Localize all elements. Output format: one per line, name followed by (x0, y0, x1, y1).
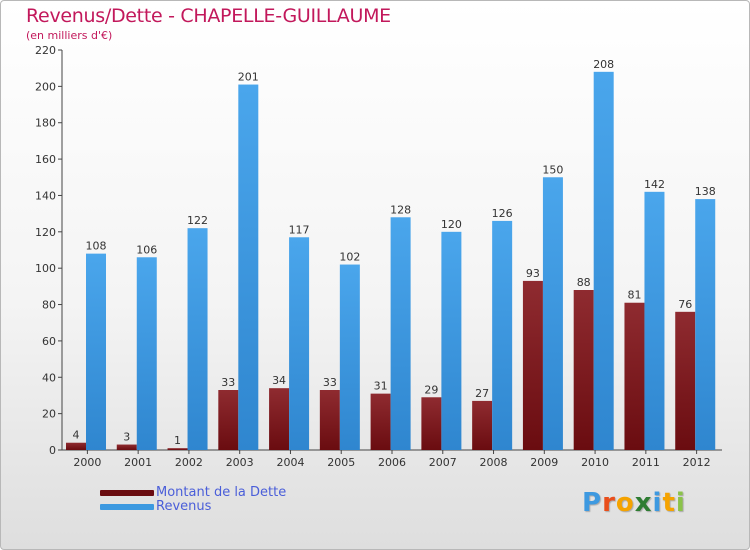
data-label-debt: 4 (73, 429, 80, 442)
data-label-revenue: 201 (238, 71, 259, 84)
bar-revenue (238, 84, 259, 450)
bar-debt (573, 290, 594, 450)
bar-debt (269, 388, 290, 450)
logo-letter: x (634, 488, 653, 518)
legend-label-debt: Montant de la Dette (156, 485, 287, 500)
data-label-debt: 3 (123, 431, 130, 444)
x-tick-label: 2008 (480, 456, 508, 469)
data-label-debt: 31 (374, 380, 388, 393)
bar-revenue (441, 231, 462, 450)
data-label-debt: 29 (424, 383, 438, 396)
x-tick-label: 2005 (327, 456, 355, 469)
y-tick-label: 140 (35, 189, 56, 202)
data-label-debt: 76 (678, 298, 692, 311)
data-label-revenue: 142 (644, 178, 665, 191)
bar-revenue (695, 199, 716, 450)
legend-item-debt: Montant de la Dette (100, 486, 286, 500)
y-tick-label: 200 (35, 80, 56, 93)
bar-debt (319, 390, 340, 450)
bar-debt (421, 397, 442, 450)
bar-revenue (289, 237, 310, 450)
x-tick-label: 2002 (175, 456, 203, 469)
chart-subtitle: (en milliers d'€) (26, 29, 113, 42)
data-label-debt: 88 (577, 276, 591, 289)
bar-revenue (593, 71, 614, 451)
logo-letter: r (602, 488, 616, 518)
legend: Montant de la Dette Revenus (100, 486, 286, 514)
y-tick-label: 100 (35, 262, 56, 275)
chart-title: Revenus/Dette - CHAPELLE-GUILLAUME (26, 5, 391, 27)
logo-letter: o (615, 488, 635, 518)
bar-debt (218, 390, 239, 450)
proxiti-logo: Proxiti (582, 488, 686, 518)
bar-revenue (339, 264, 360, 450)
data-label-debt: 93 (526, 267, 540, 280)
y-tick-label: 220 (35, 44, 56, 57)
x-tick-label: 2004 (276, 456, 304, 469)
legend-swatch-revenue (100, 504, 154, 510)
bar-debt (624, 302, 645, 450)
x-tick-label: 2003 (226, 456, 254, 469)
data-label-debt: 33 (323, 376, 337, 389)
bar-debt (66, 442, 86, 450)
logo-letter: P (582, 488, 603, 518)
bar-revenue (644, 191, 665, 450)
bar-debt (167, 448, 188, 450)
data-label-revenue: 106 (136, 243, 157, 256)
bar-revenue (542, 177, 563, 451)
bar-revenue (390, 217, 411, 450)
x-tick-label: 2009 (530, 456, 558, 469)
data-label-revenue: 122 (187, 214, 208, 227)
bar-debt (370, 393, 391, 450)
bar-debt (675, 311, 696, 450)
legend-swatch-debt (100, 490, 154, 496)
bar-revenue (187, 228, 208, 450)
bar-revenue (492, 220, 513, 450)
data-label-revenue: 117 (289, 223, 310, 236)
legend-label-revenue: Revenus (156, 499, 212, 514)
y-tick-label: 160 (35, 153, 56, 166)
bar-debt (116, 444, 137, 450)
bar-revenue (136, 257, 157, 450)
y-tick-label: 40 (42, 371, 56, 384)
bar-revenue (86, 253, 106, 450)
x-tick-label: 2010 (581, 456, 609, 469)
data-label-debt: 34 (272, 374, 286, 387)
x-tick-label: 2011 (632, 456, 660, 469)
x-tick-label: 2012 (683, 456, 711, 469)
y-tick-label: 120 (35, 226, 56, 239)
bar-debt (522, 280, 543, 450)
bar-debt (472, 400, 493, 450)
logo-letter: i (675, 488, 686, 518)
y-tick-label: 80 (42, 299, 56, 312)
data-label-revenue: 150 (542, 163, 563, 176)
x-tick-label: 2006 (378, 456, 406, 469)
data-label-revenue: 128 (390, 203, 411, 216)
data-label-revenue: 108 (86, 240, 107, 253)
data-label-revenue: 102 (339, 251, 360, 264)
logo-letter: t (662, 488, 676, 518)
data-label-revenue: 208 (593, 58, 614, 71)
chart-labels: 4 108 3 106 1 122 33 201 34 117 33 102 31 128 29 120 27 1… (73, 58, 716, 447)
y-tick-label: 180 (35, 117, 56, 130)
x-tick-label: 2001 (124, 456, 152, 469)
x-tick-label: 2007 (429, 456, 457, 469)
logo-letter: i (652, 488, 663, 518)
legend-item-revenue: Revenus (100, 500, 286, 514)
data-label-revenue: 126 (492, 207, 513, 220)
data-label-revenue: 120 (441, 218, 462, 231)
y-tick-label: 0 (49, 444, 56, 457)
y-tick-label: 60 (42, 335, 56, 348)
chart-bars (66, 71, 716, 451)
y-tick-label: 20 (42, 408, 56, 421)
data-label-debt: 33 (221, 376, 235, 389)
chart-axes: 0 20 40 60 80 100 120 140 160 180 200 220 2000 2001 20… (35, 44, 722, 469)
data-label-debt: 1 (174, 434, 181, 447)
data-label-revenue: 138 (695, 185, 716, 198)
data-label-debt: 81 (627, 289, 641, 302)
x-tick-label: 2000 (73, 456, 101, 469)
data-label-debt: 27 (475, 387, 489, 400)
